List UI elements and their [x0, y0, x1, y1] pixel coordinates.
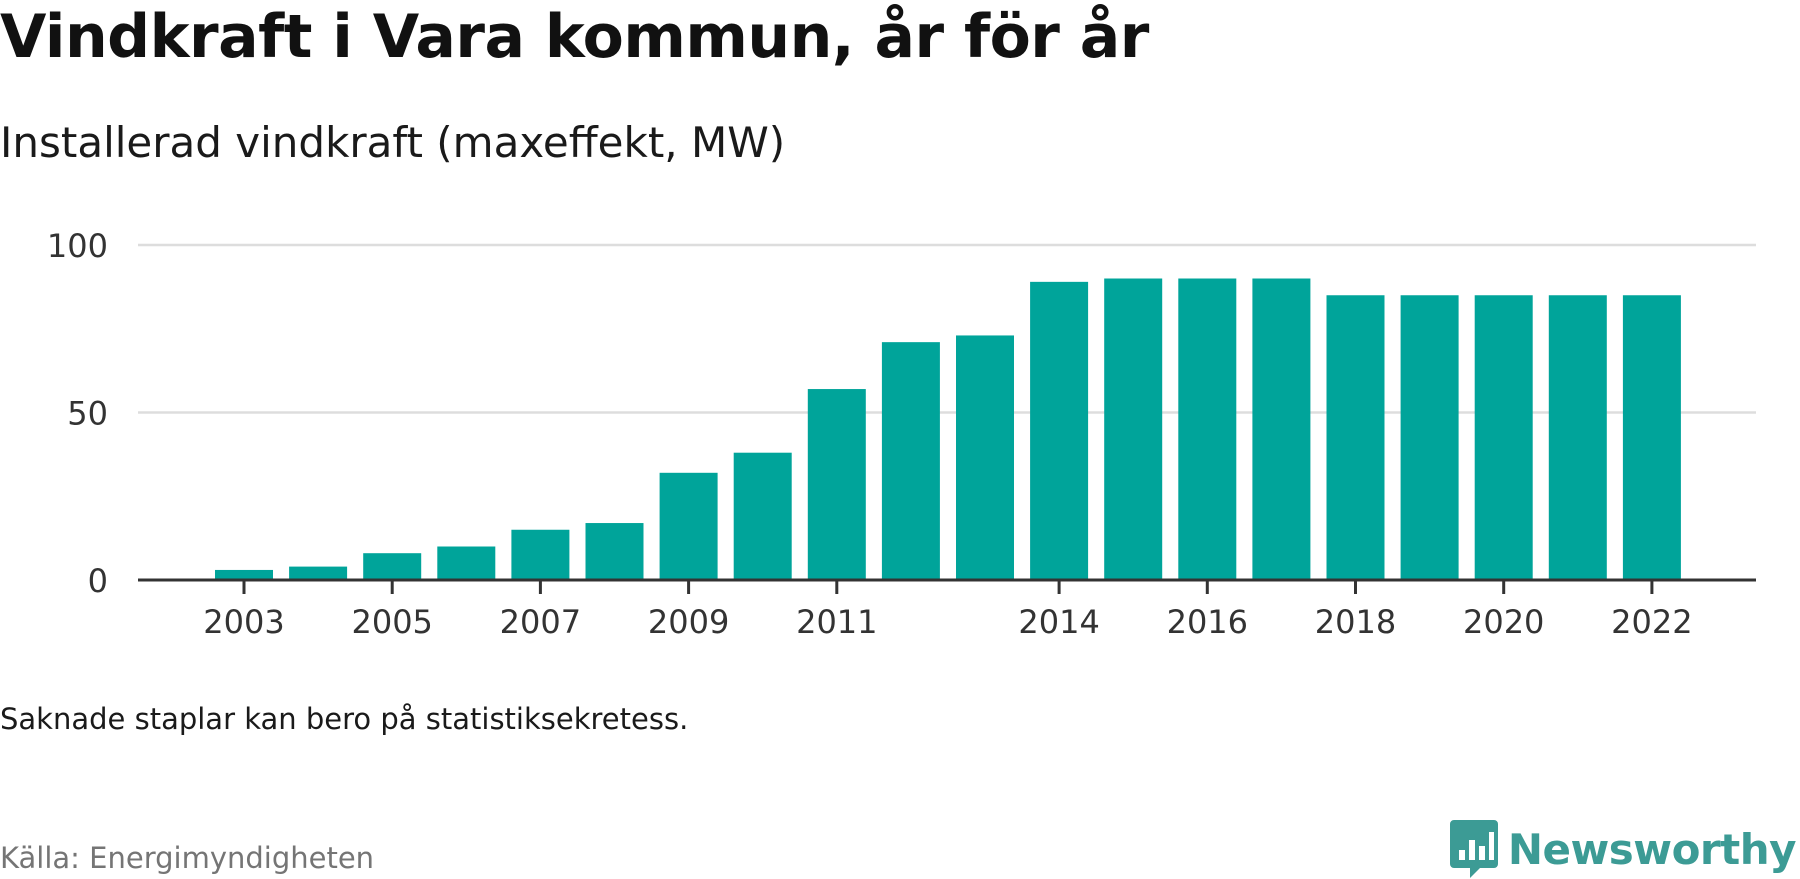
bar-2005	[363, 553, 422, 580]
x-axis	[138, 578, 1756, 594]
chart-subtitle: Installerad vindkraft (maxeffekt, MW)	[0, 118, 786, 167]
bar-2004	[289, 566, 348, 580]
bar-2012	[881, 342, 940, 580]
chart-title: Vindkraft i Vara kommun, år för år	[0, 2, 1149, 72]
bar-2011	[807, 389, 866, 580]
bar-2006	[437, 546, 496, 580]
bars	[215, 278, 1681, 580]
bar-2010	[733, 452, 792, 580]
bar-2013	[956, 335, 1014, 580]
x-tick-label: 2005	[351, 603, 432, 641]
bar-2008	[585, 523, 644, 580]
bar-2021	[1548, 295, 1607, 580]
bar-2009	[659, 472, 718, 580]
x-tick-label: 2020	[1463, 603, 1544, 641]
bar-2020	[1474, 295, 1533, 580]
bar-2015	[1104, 278, 1163, 580]
source-text: Källa: Energimyndigheten	[0, 841, 375, 875]
chart-speech-bubble-icon	[1449, 820, 1498, 878]
x-tick-label: 2003	[203, 603, 284, 641]
x-tick-label: 2007	[500, 603, 581, 641]
x-axis-labels: 2003 2005 2007 2009 2011 2014 2016 2018 2020 2022	[203, 603, 1692, 641]
bar-2014	[1030, 281, 1089, 580]
bar-2003	[215, 569, 273, 580]
footnote: Saknade staplar kan bero på statistiksek…	[0, 702, 689, 736]
x-tick-label: 2018	[1315, 603, 1396, 641]
brand-name: Newsworthy	[1507, 824, 1797, 874]
y-tick-label: 100	[47, 227, 108, 265]
y-axis-labels: 0 50 100	[47, 227, 108, 600]
bar-2022	[1622, 295, 1681, 580]
bar-2017	[1252, 278, 1311, 580]
y-tick-label: 0	[88, 562, 108, 600]
y-tick-label: 50	[67, 395, 108, 433]
x-tick-label: 2022	[1611, 603, 1692, 641]
bar-2019	[1400, 295, 1459, 580]
x-tick-label: 2011	[796, 603, 877, 641]
bar-2007	[511, 529, 570, 580]
bar-2018	[1326, 295, 1385, 580]
newsworthy-logo: Newsworthy	[1449, 820, 1797, 878]
x-tick-label: 2014	[1018, 603, 1099, 641]
bar-2016	[1178, 278, 1237, 580]
x-tick-label: 2009	[648, 603, 729, 641]
x-tick-label: 2016	[1167, 603, 1248, 641]
